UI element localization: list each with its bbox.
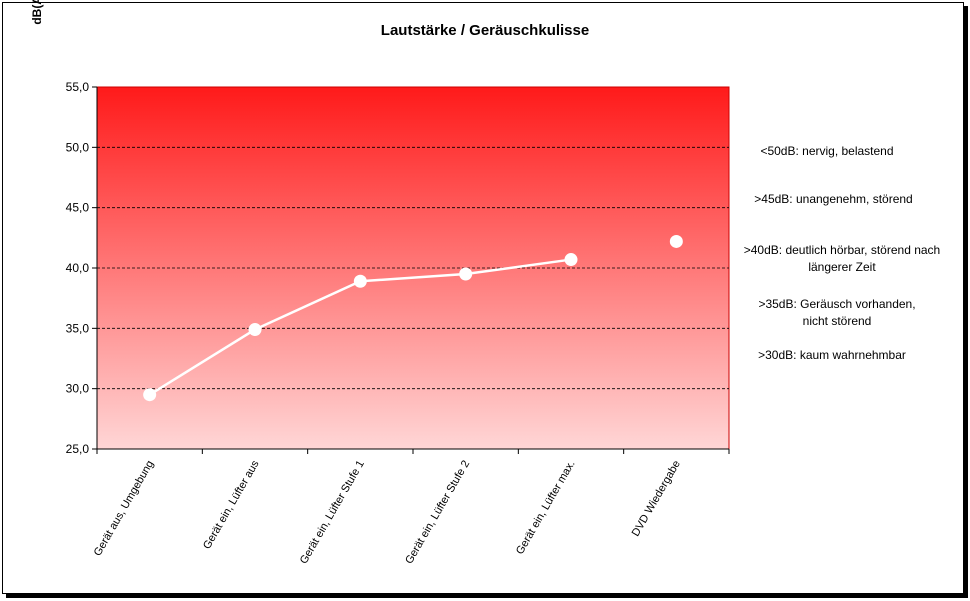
annotation-40db-line2: längerer Zeit	[808, 260, 876, 274]
data-point	[459, 267, 473, 281]
y-tick-label: 40,0	[66, 261, 90, 275]
chart-title: Lautstärke / Geräuschkulisse	[380, 22, 590, 39]
x-tick-label: Gerät ein, Lüfter max.	[514, 459, 578, 557]
x-tick-label: Gerät ein, Lüfter aus	[201, 458, 262, 551]
annotation-45db: >45dB: unangenehm, störend	[746, 191, 921, 208]
annotation-35db-line1: >35dB: Geräusch vorhanden,	[758, 297, 916, 311]
annotation-40db-line1: >40dB: deutlich hörbar, störend nach	[743, 243, 941, 257]
x-tick-label: Gerät ein, Lüfter Stufe 1	[298, 459, 367, 567]
y-tick-label: 45,0	[66, 201, 90, 215]
y-tick-label: 35,0	[66, 321, 90, 335]
y-tick-label: 30,0	[66, 382, 90, 396]
annotation-45db-line1: >45dB: unangenehm, störend	[754, 192, 913, 206]
annotation-40db: >40dB: deutlich hörbar, störend nach län…	[734, 242, 950, 276]
x-tick-label: Gerät aus, Umgebung	[92, 459, 157, 559]
annotation-30db-line1: >30dB: kaum wahrnehmbar	[758, 348, 906, 362]
annotation-35db-line2: nicht störend	[802, 314, 872, 328]
data-point	[143, 388, 157, 402]
data-point	[564, 253, 578, 267]
annotation-30db: >30dB: kaum wahrnehmbar	[751, 347, 913, 364]
y-tick-label: 25,0	[66, 442, 90, 456]
data-point	[669, 234, 683, 248]
y-tick-label: 50,0	[66, 140, 90, 154]
data-point	[248, 323, 262, 337]
y-tick-label: 55,0	[66, 80, 90, 94]
annotation-35db: >35dB: Geräusch vorhanden, nicht störend	[752, 296, 922, 330]
data-point	[353, 274, 367, 288]
annotation-50db-line1: <50dB: nervig, belastend	[760, 144, 894, 158]
x-tick-label: DVD Wiedergabe	[630, 459, 683, 539]
x-tick-label: Gerät ein, Lüfter Stufe 2	[403, 458, 472, 566]
annotation-50db: <50dB: nervig, belastend	[752, 143, 902, 160]
